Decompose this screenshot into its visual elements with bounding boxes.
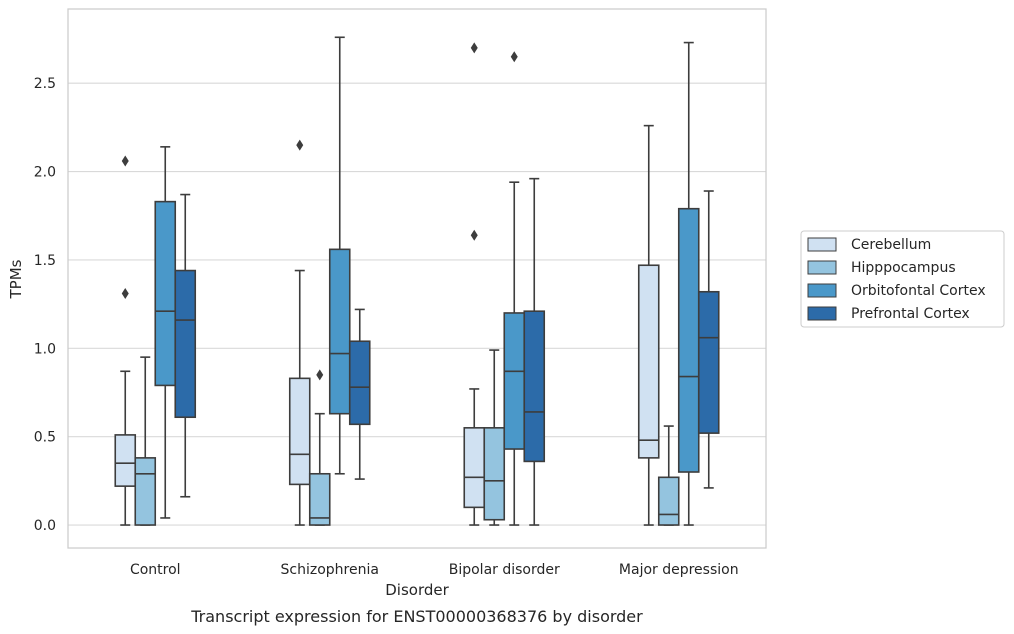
box [483,427,506,521]
legend-frame [800,230,1005,328]
x-tick-labels: Control Schizophrenia Bipolar disorder Majo… [130,562,739,578]
y-tick-label: 1.5 [34,253,56,269]
box [154,200,177,387]
box [697,290,720,434]
box-layer [114,36,720,526]
y-tick-label: 0.5 [34,430,56,446]
box-hipppocampus [483,349,506,526]
box [308,472,331,526]
legend-label: Prefrontal Cortex [851,306,970,322]
box [348,340,371,426]
plot-frame [67,8,767,549]
y-tick-label: 1.0 [34,341,56,357]
legend-swatch [807,237,837,252]
chart-caption: Transcript expression for ENST0000036837… [190,607,643,626]
box-prefrontal-cortex [523,177,546,526]
box [288,377,311,486]
box-orbitofontal-cortex [503,51,526,526]
box-cerebellum [637,124,660,526]
legend-swatch [807,306,837,321]
box-prefrontal-cortex [697,190,720,489]
y-tick-label: 2.0 [34,165,56,181]
box-hipppocampus [657,425,680,526]
outlier-point [121,155,129,167]
box-cerebellum [288,139,311,526]
legend: Cerebellum Hipppocampus Orbitofontal Corte… [800,230,1005,328]
box-orbitofontal-cortex [677,41,700,526]
x-tick-label: Control [130,562,181,578]
box-hipppocampus [134,356,157,526]
outlier-point [470,229,478,241]
legend-label: Hipppocampus [851,260,956,276]
x-tick-label: Major depression [619,562,739,578]
legend-swatch [807,283,837,298]
outlier-point [121,288,129,300]
x-axis-title: Disorder [385,581,449,599]
outlier-point [316,369,324,381]
y-tick-labels: 0.0 0.5 1.0 1.5 2.0 2.5 [34,76,56,534]
box-cerebellum [463,42,486,526]
y-tick-label: 0.0 [34,518,56,534]
x-tick-label: Schizophrenia [281,562,379,578]
box-orbitofontal-cortex [328,36,351,475]
legend-label: Orbitofontal Cortex [851,283,986,299]
outlier-point [296,139,304,151]
box [523,310,546,463]
box [657,476,680,526]
box [174,269,197,419]
box [637,264,660,459]
outlier-point [470,42,478,54]
box-hipppocampus [308,369,331,526]
box [114,434,137,487]
y-axis-title: TPMs [7,259,25,299]
box [134,457,157,526]
outlier-point [510,51,518,63]
box [328,248,351,415]
legend-swatch [807,260,837,275]
box [463,427,486,509]
box-orbitofontal-cortex [154,146,177,519]
box-prefrontal-cortex [174,193,197,498]
box [503,312,526,450]
x-tick-label: Bipolar disorder [449,562,560,578]
box-cerebellum [114,155,137,526]
box [677,207,700,473]
legend-label: Cerebellum [851,237,931,253]
y-tick-label: 2.5 [34,76,56,92]
box-prefrontal-cortex [348,308,371,480]
